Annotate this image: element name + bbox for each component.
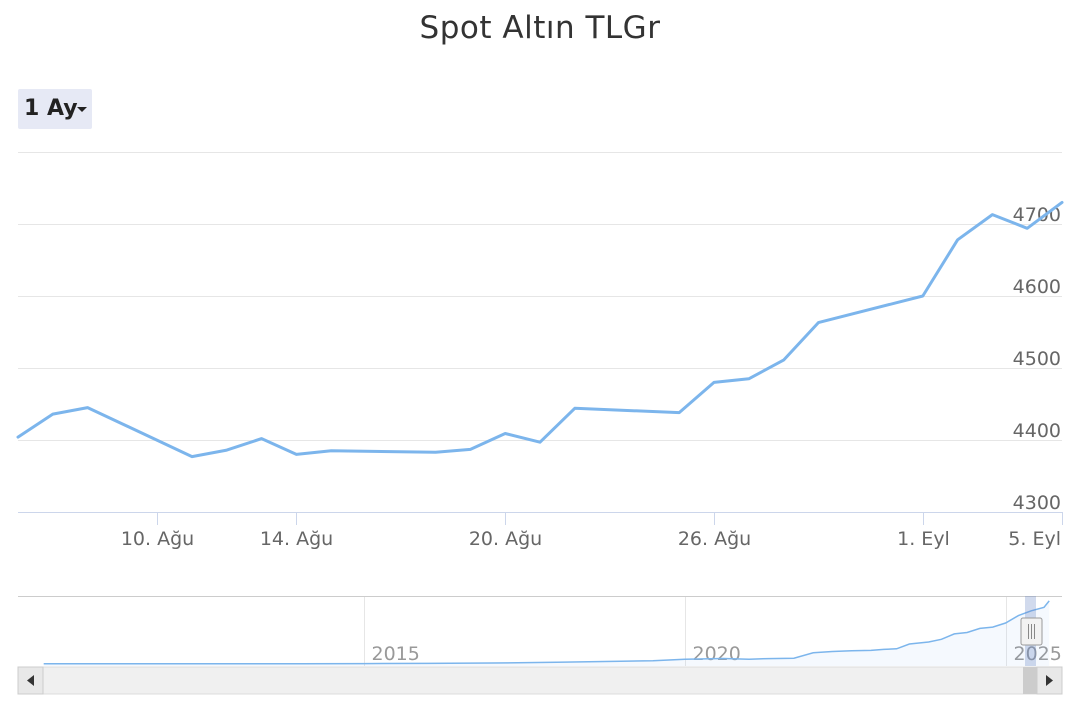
- data-point[interactable]: [501, 430, 509, 438]
- data-point[interactable]: [780, 356, 788, 364]
- data-point[interactable]: [327, 447, 335, 455]
- arrow-left-icon: [27, 675, 34, 686]
- data-point[interactable]: [223, 446, 231, 454]
- series-line: [16, 200, 1064, 459]
- data-point[interactable]: [919, 292, 927, 300]
- arrow-right-icon: [1046, 675, 1053, 686]
- x-tick-label: 14. Ağu: [260, 528, 333, 550]
- navigator-series: [43, 600, 1050, 666]
- data-point[interactable]: [571, 404, 579, 412]
- navigator-line: [43, 600, 1050, 665]
- data-point[interactable]: [954, 236, 962, 244]
- scrollbar[interactable]: [17, 666, 1063, 695]
- navigator-tick-label: 2015: [372, 643, 420, 665]
- x-tick-label: 20. Ağu: [469, 528, 542, 550]
- data-point[interactable]: [49, 410, 57, 418]
- navigator-area: [43, 600, 1050, 666]
- navigator-background: [18, 596, 1062, 666]
- y-tick-label: 4300: [1013, 492, 1061, 514]
- data-point[interactable]: [188, 453, 196, 461]
- data-point[interactable]: [1058, 198, 1066, 206]
- navigator-handle[interactable]: [1020, 617, 1043, 646]
- x-tick-label: 10. Ağu: [121, 528, 194, 550]
- data-point[interactable]: [536, 438, 544, 446]
- series-layer: [14, 198, 1066, 461]
- y-tick-label: 4500: [1013, 348, 1061, 370]
- navigator[interactable]: 2015 2020 2025: [18, 596, 1062, 666]
- x-tick-label: 26. Ağu: [678, 528, 751, 550]
- data-point[interactable]: [814, 319, 822, 327]
- x-axis: 10. Ağu 14. Ağu 20. Ağu 26. Ağu 1. Eyl 5. Eyl: [18, 512, 1063, 550]
- y-tick-label: 4600: [1013, 276, 1061, 298]
- data-point[interactable]: [675, 409, 683, 417]
- y-tick-label: 4400: [1013, 420, 1061, 442]
- scrollbar-thumb[interactable]: [1023, 667, 1037, 694]
- chart-title: Spot Altın TLGr: [419, 10, 661, 46]
- navigator-tick-label: 2025: [1014, 643, 1062, 665]
- data-point[interactable]: [745, 375, 753, 383]
- range-selector-dropdown[interactable]: 1 Ay: [18, 89, 92, 129]
- chevron-down-icon: [77, 107, 87, 112]
- data-point[interactable]: [1023, 224, 1031, 232]
- navigator-grid: 2015 2020 2025: [364, 596, 1062, 666]
- scrollbar-track[interactable]: [17, 666, 1063, 695]
- data-point[interactable]: [432, 448, 440, 456]
- data-point[interactable]: [14, 433, 22, 441]
- data-point[interactable]: [710, 378, 718, 386]
- data-point[interactable]: [258, 435, 266, 443]
- y-tick-label: 4700: [1013, 204, 1061, 226]
- y-axis-labels: 4300 4400 4500 4600 4700: [1013, 204, 1061, 514]
- range-selector-label: 1 Ay: [24, 96, 78, 121]
- data-point[interactable]: [292, 450, 300, 458]
- x-tick-label: 1. Eyl: [897, 528, 950, 550]
- data-point[interactable]: [466, 445, 474, 453]
- grid-lines: [18, 152, 1062, 513]
- x-tick-label: 5. Eyl: [1008, 528, 1061, 550]
- data-point[interactable]: [988, 211, 996, 219]
- data-point[interactable]: [84, 404, 92, 412]
